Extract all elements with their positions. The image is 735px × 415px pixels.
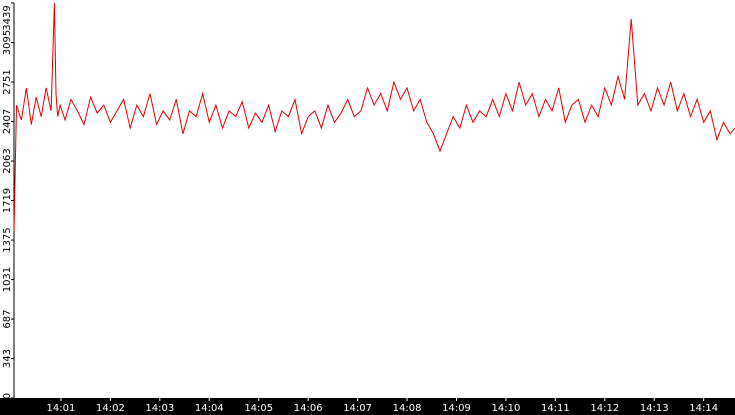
- x-tick-label: 14:14: [689, 403, 718, 414]
- y-tick-label: 2407: [2, 109, 13, 134]
- y-tick-label: 1375: [2, 227, 13, 252]
- x-tick-label: 14:13: [640, 403, 669, 414]
- x-tick-label: 14:03: [145, 403, 174, 414]
- y-tick-label: 1719: [2, 188, 13, 213]
- y-tick-label: 687: [2, 310, 13, 329]
- y-tick-label: 1031: [2, 267, 13, 292]
- plot-area: [13, 2, 735, 232]
- x-axis: 14:01 14:02 14:03 14:04 14:05 14:06 14:07 14:08…: [47, 398, 718, 414]
- x-tick-label: 14:10: [492, 403, 521, 414]
- x-tick-label: 14:09: [442, 403, 471, 414]
- x-axis-bar: [0, 398, 735, 415]
- x-tick-label: 14:04: [195, 403, 224, 414]
- y-tick-label: 0: [2, 393, 13, 399]
- x-tick-label: 14:05: [244, 403, 273, 414]
- y-tick-label: 2751: [2, 69, 13, 94]
- series-line-0: [13, 2, 735, 232]
- x-tick-label: 14:06: [294, 403, 323, 414]
- y-tick-label: 3095: [2, 30, 13, 55]
- y-tick-label: 343: [2, 349, 13, 368]
- x-tick-label: 14:12: [590, 403, 619, 414]
- x-tick-label: 14:07: [343, 403, 372, 414]
- y-tick-label: 2063: [2, 148, 13, 173]
- x-tick-label: 14:01: [47, 403, 76, 414]
- x-tick-label: 14:11: [541, 403, 570, 414]
- y-tick-label: 3439: [2, 5, 13, 30]
- x-tick-label: 14:08: [393, 403, 422, 414]
- x-tick-label: 14:02: [96, 403, 125, 414]
